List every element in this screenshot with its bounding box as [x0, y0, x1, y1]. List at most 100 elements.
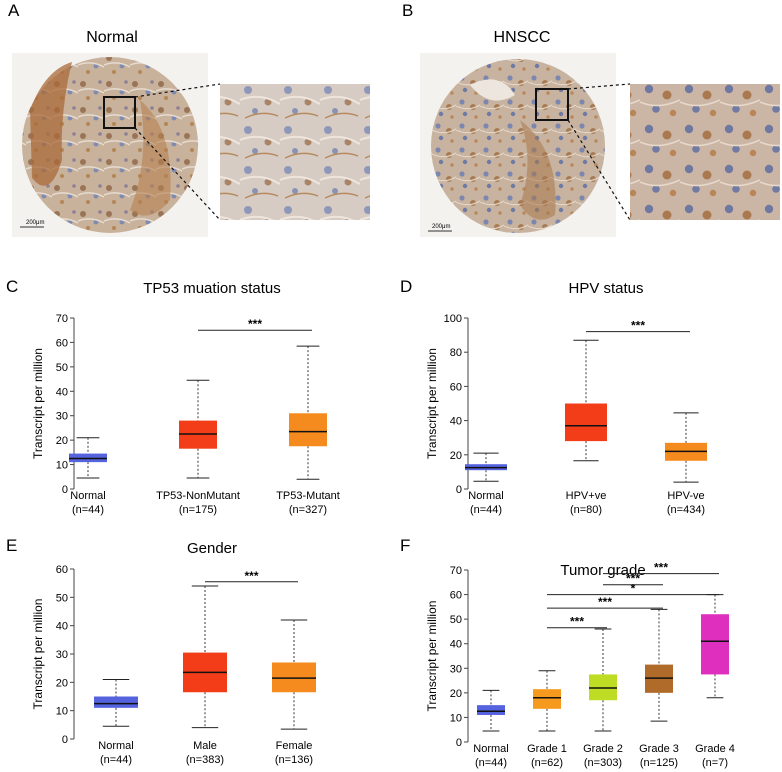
epithelium-region [30, 62, 72, 186]
box [701, 614, 729, 675]
x-category-label: Grade 4 [695, 743, 735, 755]
x-category-label: Normal [473, 743, 508, 755]
panel-letter: C [6, 277, 18, 296]
y-tick-label: 10 [56, 460, 68, 472]
chart-title: HPV status [568, 280, 643, 297]
zoom-image [630, 84, 780, 220]
x-count-label: (n=383) [186, 754, 224, 766]
zoom-connector [567, 119, 631, 221]
y-tick-label: 40 [56, 621, 68, 633]
y-tick-label: 70 [56, 313, 68, 325]
x-count-label: (n=303) [584, 757, 622, 769]
zoom-image [220, 84, 370, 220]
x-count-label: (n=44) [100, 754, 132, 766]
x-count-label: (n=44) [470, 504, 502, 516]
significance-label: *** [654, 561, 668, 575]
y-tick-label: 80 [450, 347, 462, 359]
y-tick-label: 30 [56, 411, 68, 423]
tissue-gap-region [470, 79, 515, 101]
x-category-label: Normal [70, 490, 105, 502]
panel-letter: D [400, 277, 412, 296]
x-count-label: (n=44) [72, 504, 104, 516]
significance-label: *** [244, 569, 258, 583]
panel-letter: F [400, 536, 410, 555]
muscle-region [130, 100, 171, 216]
tissue-core-image [431, 59, 605, 233]
panel-letter: A [8, 1, 20, 20]
box [477, 705, 505, 715]
x-category-label: Male [193, 740, 217, 752]
box [565, 403, 607, 442]
chart-title: TP53 muation status [143, 280, 281, 297]
chart-title: Gender [187, 540, 237, 557]
significance-label: *** [248, 317, 262, 331]
x-category-label: Female [276, 740, 313, 752]
box [533, 689, 561, 709]
box [289, 413, 327, 447]
panel-title: HNSCC [494, 29, 551, 46]
x-category-label: TP53-Mutant [276, 490, 340, 502]
x-category-label: Grade 2 [583, 743, 623, 755]
x-category-label: Grade 3 [639, 743, 679, 755]
y-tick-label: 20 [56, 435, 68, 447]
panel-a: A Normal 200μm [8, 1, 370, 237]
y-tick-label: 10 [450, 712, 462, 724]
y-tick-label: 20 [56, 677, 68, 689]
panel-b: B HNSCC 200μm [402, 1, 780, 237]
y-tick-label: 40 [450, 416, 462, 428]
x-category-label: HPV+ve [566, 490, 607, 502]
x-count-label: (n=327) [289, 504, 327, 516]
zoom-connector [567, 83, 631, 90]
y-tick-label: 0 [62, 484, 68, 496]
x-category-label: Grade 1 [527, 743, 567, 755]
y-tick-label: 10 [56, 706, 68, 718]
y-axis-label: Transcript per million [31, 348, 45, 459]
chart-panel-d: D HPV status Transcript per million 0 20 40 60… [400, 277, 707, 516]
y-tick-label: 0 [62, 734, 68, 746]
y-tick-label: 40 [450, 639, 462, 651]
scale-label: 200μm [432, 224, 450, 230]
y-tick-label: 100 [444, 313, 462, 325]
zoom-region-box [103, 96, 136, 129]
y-tick-label: 60 [450, 590, 462, 602]
zoom-connector [134, 83, 221, 98]
significance-label: *** [626, 572, 640, 586]
box [94, 696, 138, 708]
box-plot-panels: C TP53 muation status Transcript per milli… [6, 277, 735, 769]
y-tick-label: 50 [56, 592, 68, 604]
chart-title: Tumor grade [560, 562, 645, 579]
x-count-label: (n=80) [570, 504, 602, 516]
y-tick-label: 60 [450, 381, 462, 393]
y-tick-label: 20 [450, 688, 462, 700]
chart-panel-e: E Gender Transcript per million 0 10 20 30 40 50… [6, 536, 316, 766]
x-count-label: (n=125) [640, 757, 678, 769]
x-count-label: (n=44) [475, 757, 507, 769]
x-category-label: TP53-NonMutant [156, 490, 240, 502]
y-tick-label: 0 [456, 484, 462, 496]
y-tick-label: 40 [56, 386, 68, 398]
x-count-label: (n=7) [702, 757, 728, 769]
x-category-label: Normal [98, 740, 133, 752]
y-tick-label: 60 [56, 564, 68, 576]
y-axis-label: Transcript per million [425, 348, 439, 459]
y-tick-label: 70 [450, 565, 462, 577]
x-category-label: HPV-ve [667, 490, 704, 502]
significance-label: *** [570, 615, 584, 629]
significance-label: * [631, 582, 636, 596]
panel-letter: B [402, 1, 413, 20]
panel-title: Normal [86, 29, 138, 46]
y-axis-label: Transcript per million [31, 599, 45, 710]
y-tick-label: 50 [56, 362, 68, 374]
chart-panel-c: C TP53 muation status Transcript per milli… [6, 277, 340, 516]
significance-label: *** [598, 595, 612, 609]
x-category-label: Normal [468, 490, 503, 502]
y-axis-label: Transcript per million [425, 601, 439, 712]
y-tick-label: 30 [450, 663, 462, 675]
scale-label: 200μm [26, 220, 44, 226]
x-count-label: (n=62) [531, 757, 563, 769]
x-count-label: (n=175) [179, 504, 217, 516]
significance-label: *** [631, 319, 645, 333]
y-tick-label: 50 [450, 614, 462, 626]
y-tick-label: 20 [450, 450, 462, 462]
